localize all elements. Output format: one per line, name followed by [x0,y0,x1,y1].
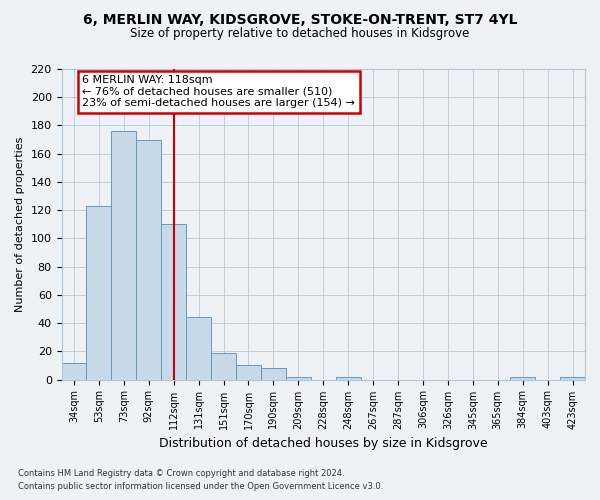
Bar [186,318,211,380]
Y-axis label: Number of detached properties: Number of detached properties [15,136,25,312]
Bar [62,362,86,380]
Bar [211,352,236,380]
Text: Contains public sector information licensed under the Open Government Licence v3: Contains public sector information licen… [18,482,383,491]
Bar [136,140,161,380]
Bar [286,376,311,380]
Text: Contains HM Land Registry data © Crown copyright and database right 2024.: Contains HM Land Registry data © Crown c… [18,468,344,477]
Bar [86,206,112,380]
Bar [510,376,535,380]
Text: Size of property relative to detached houses in Kidsgrove: Size of property relative to detached ho… [130,28,470,40]
Bar [161,224,186,380]
Text: 6 MERLIN WAY: 118sqm
← 76% of detached houses are smaller (510)
23% of semi-deta: 6 MERLIN WAY: 118sqm ← 76% of detached h… [82,75,355,108]
Bar [236,366,261,380]
Bar [261,368,286,380]
X-axis label: Distribution of detached houses by size in Kidsgrove: Distribution of detached houses by size … [159,437,488,450]
Bar [560,376,585,380]
Bar [112,131,136,380]
Bar [336,376,361,380]
Text: 6, MERLIN WAY, KIDSGROVE, STOKE-ON-TRENT, ST7 4YL: 6, MERLIN WAY, KIDSGROVE, STOKE-ON-TRENT… [83,12,517,26]
